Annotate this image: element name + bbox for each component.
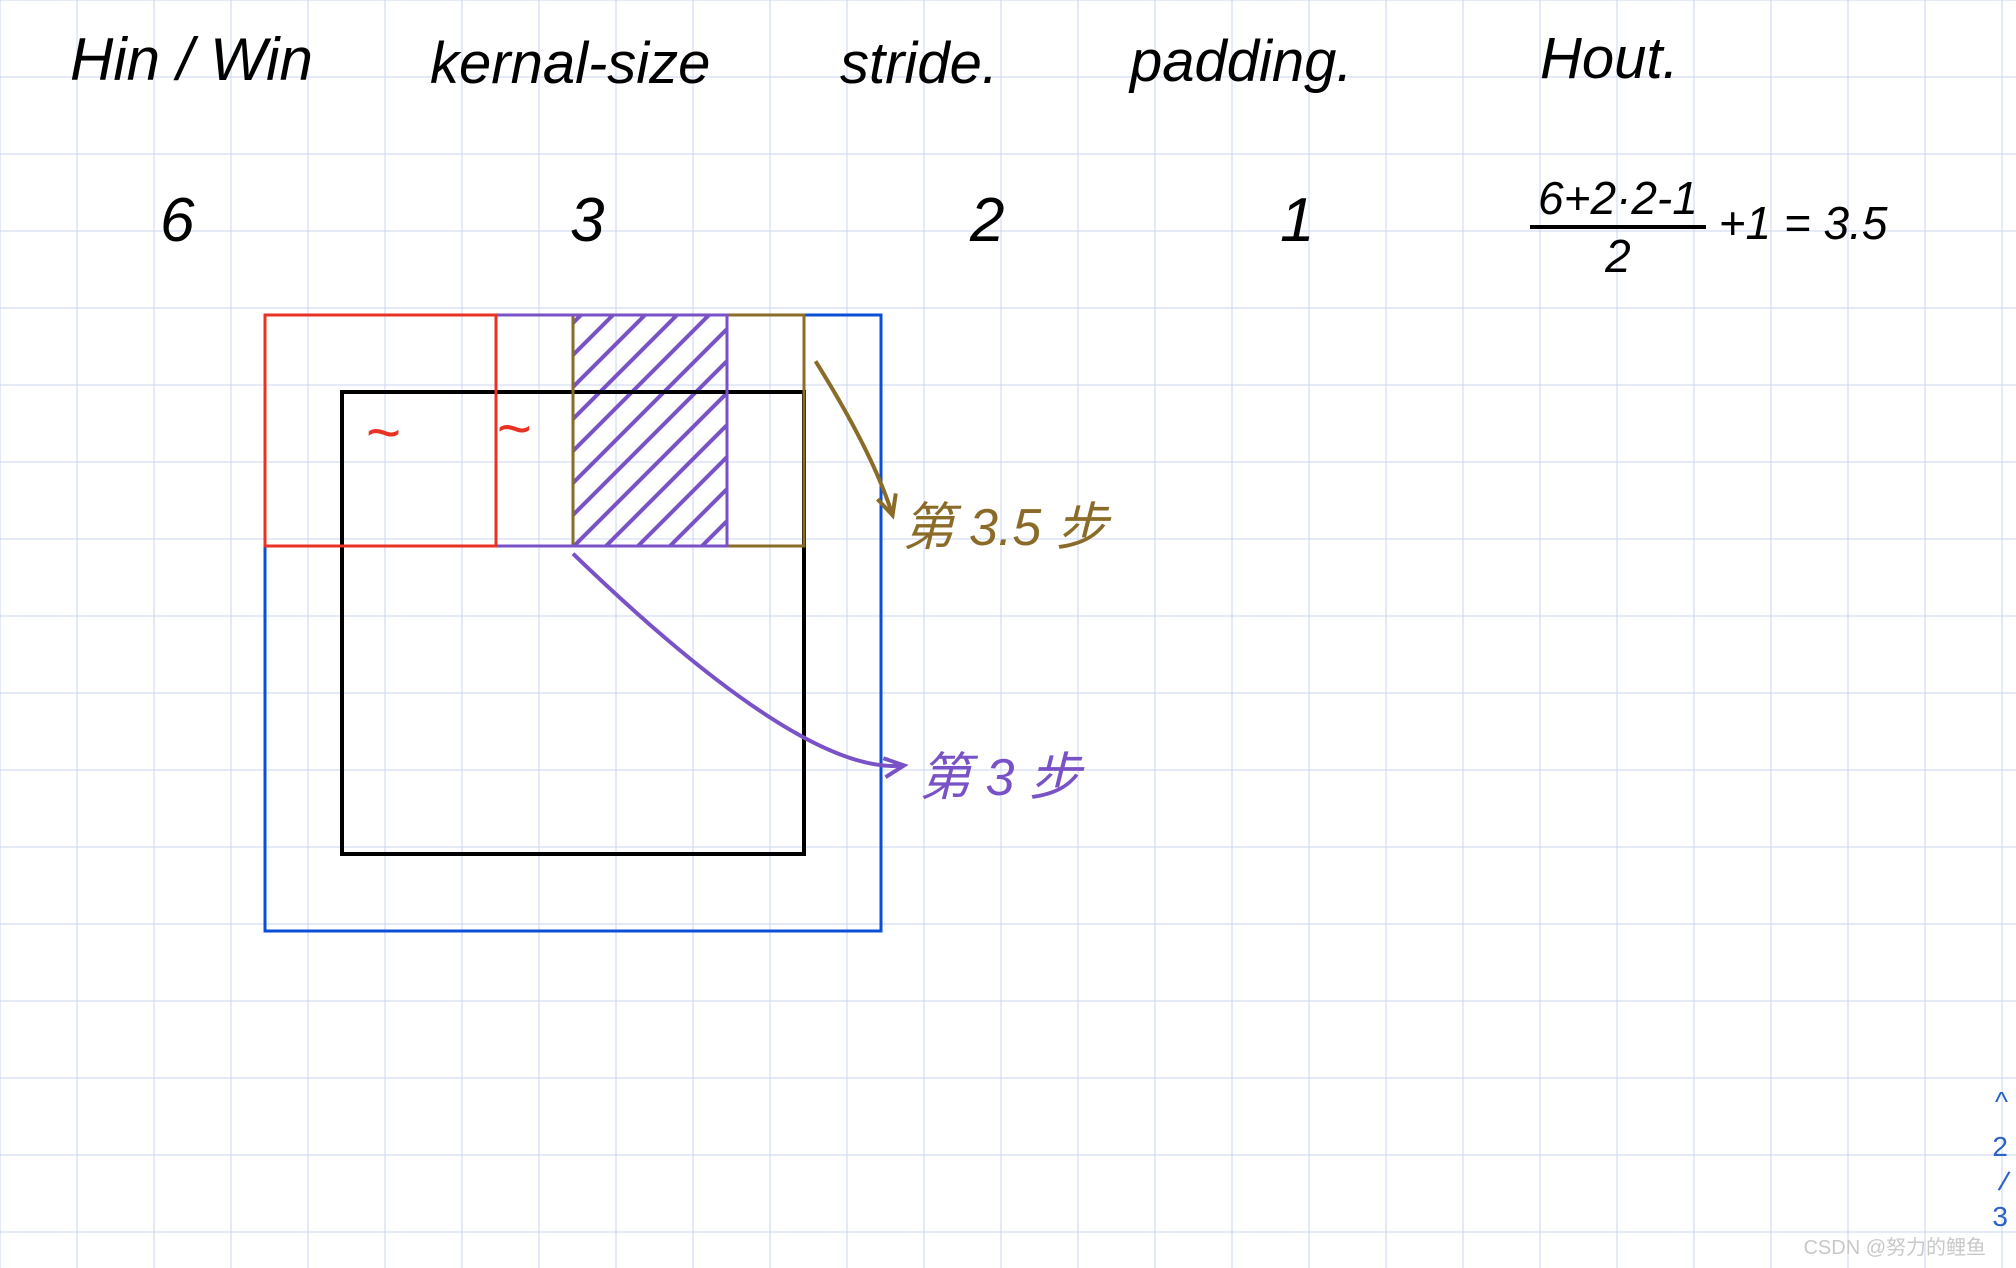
header-stride: stride. (840, 30, 998, 97)
value-hout-formula: 6+2·2-1 2 +1 = 3.5 (1530, 175, 1887, 279)
header-hout: Hout. (1540, 25, 1679, 92)
pager-up-icon[interactable]: ^ (1995, 1085, 2008, 1119)
annotation-step-3-5: 第 3.5 步 (903, 485, 1108, 560)
pager-total: 3 (1992, 1200, 2008, 1234)
value-stride: 2 (970, 185, 1004, 256)
tilde-mark-2: ~ (496, 394, 531, 463)
header-kernel: kernal-size (430, 30, 710, 97)
value-hin: 6 (160, 185, 194, 256)
header-hin: Hin / Win (70, 25, 313, 94)
value-padding: 1 (1280, 185, 1314, 256)
hout-num: 6+2·2-1 (1530, 175, 1706, 229)
annotation-step-3: 第 3 步 (919, 735, 1081, 810)
tilde-mark-1: ~ (365, 398, 400, 467)
header-padding: padding. (1130, 28, 1353, 95)
hout-den: 2 (1530, 229, 1706, 279)
value-kernel: 3 (570, 185, 604, 256)
overlap-hatched-region (573, 315, 727, 546)
pager-current: 2 (1992, 1130, 2008, 1164)
hout-suffix: +1 = 3.5 (1719, 197, 1888, 249)
diagram-canvas: Hin / Win 6 kernal-size 3 stride. 2 padd… (0, 0, 2016, 1268)
watermark: CSDN @努力的鲤鱼 (1803, 1231, 1986, 1260)
